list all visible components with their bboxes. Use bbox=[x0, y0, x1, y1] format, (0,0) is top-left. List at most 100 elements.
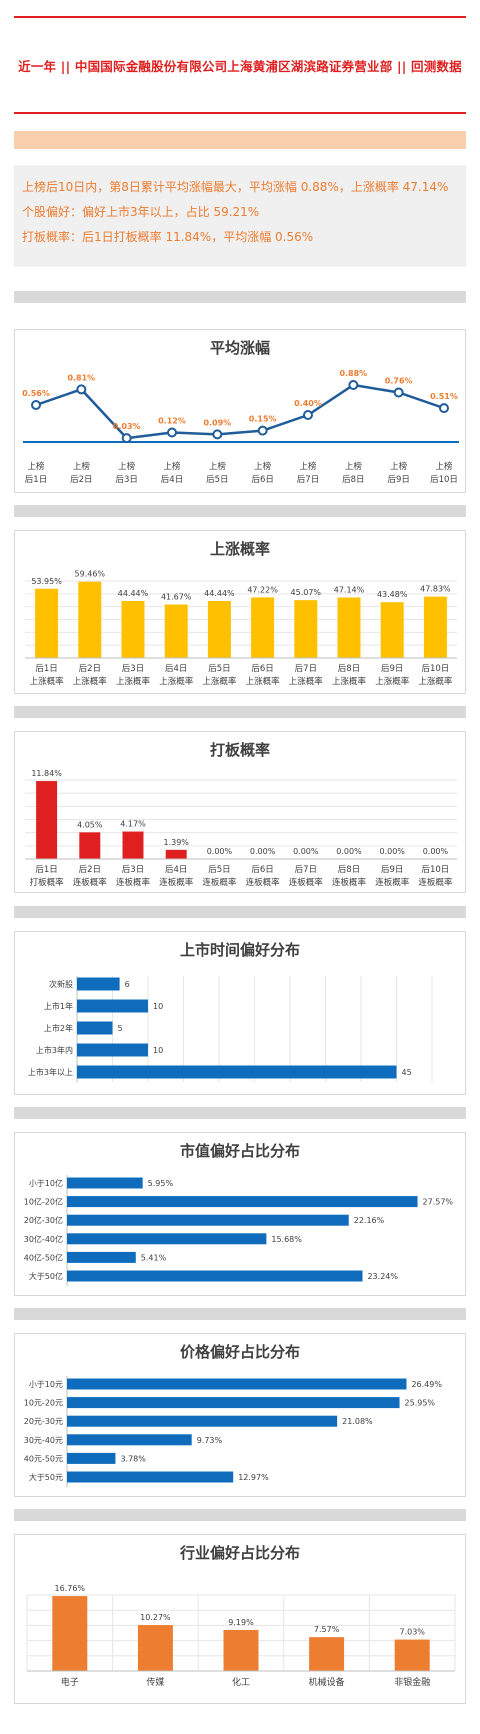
data-label: 59.46% bbox=[75, 570, 106, 579]
bar bbox=[78, 581, 102, 658]
data-label: 0.56% bbox=[22, 389, 50, 398]
bar bbox=[394, 1639, 430, 1671]
x-tick-label: 上榜 bbox=[209, 461, 227, 472]
x-tick-label: 后8日 bbox=[338, 663, 360, 674]
x-tick-label: 连板概率 bbox=[116, 877, 151, 888]
x-tick-label: 后9日 bbox=[381, 864, 403, 875]
limit-prob-chart-card: 打板概率 11.84% 后1日 打板概率 4.05% 后2日 连板概率 4.17% 后3日 连板… bbox=[14, 731, 466, 893]
data-point bbox=[348, 380, 359, 390]
bar bbox=[67, 1214, 349, 1226]
bar bbox=[67, 1397, 400, 1409]
x-tick-label: 后1日 bbox=[35, 864, 57, 875]
x-tick-label: 上榜 bbox=[73, 461, 91, 472]
data-label: 10.27% bbox=[140, 1613, 171, 1622]
data-point bbox=[303, 410, 313, 420]
x-tick-label: 后4日 bbox=[161, 474, 183, 485]
y-tick-label: 30亿-40亿 bbox=[24, 1234, 63, 1244]
data-label: 0.40% bbox=[294, 399, 322, 408]
data-label: 45 bbox=[402, 1068, 412, 1077]
data-point bbox=[121, 433, 132, 444]
market-cap-chart-card: 市值偏好占比分布 小于10亿 5.95% 10亿-20亿 27.57% 20亿-30亿 2… bbox=[14, 1132, 466, 1296]
data-label: 26.49% bbox=[411, 1380, 442, 1389]
y-tick-label: 10亿-20亿 bbox=[24, 1197, 63, 1207]
data-label: 16.76% bbox=[55, 1584, 86, 1593]
data-label: 23.24% bbox=[367, 1272, 398, 1281]
x-tick-label: 连板概率 bbox=[418, 877, 453, 888]
data-label: 0.81% bbox=[67, 373, 95, 382]
data-label: 47.22% bbox=[247, 585, 278, 594]
x-tick-label: 连板概率 bbox=[375, 877, 410, 888]
x-tick-label: 连板概率 bbox=[159, 877, 194, 888]
bar bbox=[165, 849, 187, 859]
x-tick-label: 连板概率 bbox=[289, 877, 324, 888]
chart-title: 行业偏好占比分布 bbox=[179, 1544, 300, 1562]
chart-title: 上涨概率 bbox=[209, 540, 270, 558]
x-tick-label: 化工 bbox=[232, 1676, 250, 1688]
y-tick-label: 40亿-50亿 bbox=[24, 1252, 63, 1262]
x-tick-label: 上榜 bbox=[390, 461, 408, 472]
y-tick-label: 40元-50元 bbox=[24, 1454, 63, 1463]
header-top-rule bbox=[14, 16, 466, 18]
x-tick-label: 连板概率 bbox=[332, 877, 367, 888]
x-tick-label: 后4日 bbox=[165, 864, 187, 875]
y-tick-label: 上市3年内 bbox=[36, 1045, 73, 1055]
chart-title: 上市时间偏好分布 bbox=[179, 941, 300, 959]
data-label: 10 bbox=[153, 1002, 163, 1011]
data-label: 0.00% bbox=[293, 847, 319, 856]
data-label: 41.67% bbox=[161, 593, 192, 602]
y-tick-label: 30元-40元 bbox=[24, 1436, 63, 1445]
x-tick-label: 后7日 bbox=[297, 474, 319, 485]
y-tick-label: 上市3年以上 bbox=[28, 1067, 73, 1077]
bar bbox=[77, 1065, 397, 1079]
y-tick-label: 20元-30元 bbox=[24, 1417, 63, 1426]
data-label: 9.19% bbox=[228, 1618, 254, 1627]
bar bbox=[121, 600, 145, 658]
data-label: 4.17% bbox=[120, 820, 146, 829]
y-tick-label: 上市2年 bbox=[44, 1023, 73, 1033]
x-tick-label: 后8日 bbox=[342, 474, 364, 485]
bar bbox=[77, 1043, 148, 1057]
data-label: 7.57% bbox=[314, 1625, 340, 1634]
y-tick-label: 大于50亿 bbox=[29, 1271, 63, 1281]
x-tick-label: 上榜 bbox=[345, 461, 363, 472]
listing-time-chart-card: 上市时间偏好分布 次新股 6 上市1年 10 上市2年 5 上市3年内 10 上市3年以上 45 bbox=[14, 931, 466, 1095]
x-tick-label: 后3日 bbox=[115, 474, 137, 485]
bar bbox=[423, 596, 447, 658]
section-separator bbox=[14, 706, 466, 718]
data-point bbox=[76, 384, 87, 395]
bar bbox=[309, 1637, 345, 1671]
x-tick-label: 后3日 bbox=[122, 864, 144, 875]
x-tick-label: 后5日 bbox=[206, 474, 228, 485]
bar bbox=[77, 999, 148, 1013]
x-tick-label: 后1日 bbox=[25, 474, 47, 485]
bar bbox=[79, 832, 101, 859]
summary-box: 上榜后10日内，第8日累计平均涨幅最大，平均涨幅 0.88%，上涨概率 47.1… bbox=[14, 165, 466, 267]
section-separator bbox=[14, 1308, 466, 1320]
bar bbox=[137, 1625, 173, 1671]
x-tick-label: 机械设备 bbox=[309, 1676, 345, 1688]
x-tick-label: 后4日 bbox=[165, 663, 187, 674]
summary-line-3: 打板概率：后1日打板概率 11.84%，平均涨幅 0.56% bbox=[22, 230, 314, 244]
x-tick-label: 后10日 bbox=[430, 474, 458, 485]
x-tick-label: 上涨概率 bbox=[73, 676, 108, 687]
data-label: 0.00% bbox=[423, 847, 449, 856]
data-point bbox=[31, 400, 41, 410]
section-separator bbox=[14, 1509, 466, 1521]
x-tick-label: 后3日 bbox=[122, 663, 144, 674]
data-label: 47.14% bbox=[334, 586, 365, 595]
data-label: 7.03% bbox=[399, 1628, 425, 1637]
chart-title: 市值偏好占比分布 bbox=[179, 1142, 300, 1160]
bar bbox=[337, 597, 361, 658]
industry-chart: 16.76% 电子 10.27% 传媒 9.19% 化工 7.57% 机械设备 7.03% 非银金… bbox=[26, 1584, 456, 1688]
x-tick-label: 后5日 bbox=[208, 864, 230, 875]
x-tick-label: 电子 bbox=[61, 1676, 79, 1688]
data-label: 44.44% bbox=[204, 589, 235, 598]
bar bbox=[67, 1233, 267, 1245]
bar bbox=[67, 1251, 136, 1263]
data-label: 0.09% bbox=[203, 418, 231, 427]
data-label: 45.07% bbox=[291, 588, 322, 597]
x-tick-label: 上涨概率 bbox=[418, 676, 453, 687]
summary-line-1: 上榜后10日内，第8日累计平均涨幅最大，平均涨幅 0.88%，上涨概率 47.1… bbox=[22, 180, 449, 194]
x-tick-label: 上榜 bbox=[118, 461, 136, 472]
x-tick-label: 打板概率 bbox=[30, 877, 65, 888]
